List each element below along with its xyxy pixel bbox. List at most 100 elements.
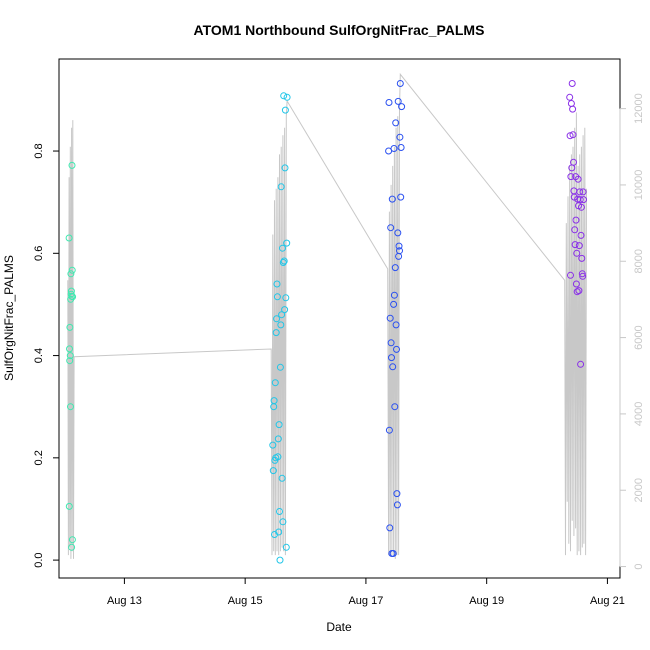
data-point — [391, 403, 399, 411]
data-point — [65, 502, 73, 510]
data-point — [271, 379, 279, 387]
data-point — [279, 244, 286, 252]
data-point — [390, 291, 398, 299]
x-axis-label: Date — [326, 620, 352, 634]
data-point — [282, 294, 290, 302]
data-point — [385, 99, 393, 106]
data-point — [283, 239, 291, 247]
data-point — [579, 188, 587, 196]
data-point — [576, 188, 584, 196]
data-point — [571, 241, 579, 249]
data-point — [277, 321, 285, 329]
data-point — [572, 280, 580, 288]
data-point — [580, 196, 587, 204]
data-point — [398, 103, 406, 111]
data-point — [280, 257, 288, 265]
data-point — [390, 145, 398, 152]
data-point — [68, 543, 76, 551]
data-point — [281, 306, 289, 314]
data-point — [68, 536, 76, 544]
x-tick-label: Aug 17 — [348, 595, 383, 607]
data-point — [388, 195, 396, 203]
data-point — [277, 183, 285, 191]
data-point — [393, 501, 401, 509]
data-point — [276, 556, 284, 564]
y2-tick-label: 4000 — [633, 402, 645, 426]
data-points — [65, 80, 587, 564]
data-point — [269, 441, 277, 449]
data-point — [390, 300, 398, 308]
data-point — [571, 226, 579, 234]
series-3 — [385, 80, 406, 557]
data-point — [394, 229, 402, 237]
data-point — [279, 518, 287, 526]
data-point — [395, 242, 403, 250]
y-tick-label: 0.0 — [33, 552, 45, 567]
data-point — [566, 93, 574, 101]
data-point — [578, 254, 586, 262]
data-point — [69, 293, 77, 301]
data-point — [387, 339, 395, 347]
data-point — [67, 403, 74, 411]
data-point — [273, 280, 281, 288]
data-point — [385, 426, 393, 434]
data-point — [575, 242, 583, 250]
x-axis: Aug 13 Aug 15 Aug 17 Aug 19 Aug 21 — [107, 577, 625, 607]
y2-tick-label: 6000 — [633, 325, 645, 349]
data-point — [66, 345, 73, 353]
data-point — [274, 435, 282, 443]
data-point — [396, 80, 404, 87]
data-point — [393, 490, 401, 498]
data-point — [567, 271, 574, 279]
plot-frame — [58, 58, 621, 579]
data-point — [392, 321, 400, 329]
data-point — [270, 397, 278, 405]
y-tick-label: 0.6 — [33, 246, 45, 261]
data-point — [281, 164, 289, 172]
data-point — [569, 131, 577, 139]
data-point — [393, 345, 400, 353]
chart-title: ATOM1 Northbound SulfOrgNitFrac_PALMS — [194, 22, 485, 38]
series-1 — [65, 161, 77, 551]
data-point — [574, 175, 582, 183]
data-point — [66, 357, 74, 365]
data-point — [397, 144, 405, 151]
data-point — [570, 158, 577, 166]
data-point — [66, 352, 74, 360]
altitude-trace — [67, 72, 587, 559]
data-point — [575, 287, 583, 295]
data-point — [276, 508, 283, 515]
altitude-line — [67, 72, 587, 559]
data-point — [573, 249, 581, 257]
data-point — [278, 474, 286, 482]
data-point — [577, 203, 585, 211]
y-axis-label: SulfOrgNitFrac_PALMS — [2, 255, 16, 381]
data-point — [569, 105, 577, 113]
data-point — [570, 193, 578, 201]
data-point — [279, 259, 287, 266]
y2-tick-label: 0 — [633, 563, 645, 569]
data-point — [272, 329, 280, 337]
data-point — [389, 550, 397, 557]
data-point — [568, 80, 576, 87]
data-point — [269, 467, 277, 475]
data-point — [283, 93, 291, 101]
data-point — [65, 234, 73, 242]
x-tick-label: Aug 19 — [469, 595, 504, 607]
y-tick-label: 0.4 — [33, 348, 45, 363]
data-point — [396, 247, 403, 255]
data-point — [394, 97, 402, 105]
data-point — [573, 288, 581, 296]
y-axis: 0.0 0.2 0.4 0.6 0.8 — [33, 143, 60, 568]
data-point — [281, 106, 289, 114]
data-point — [275, 421, 283, 429]
data-point — [275, 528, 283, 536]
data-point — [274, 453, 282, 461]
data-point — [68, 266, 76, 274]
data-point — [386, 314, 394, 322]
data-point — [66, 323, 74, 331]
series-2 — [269, 92, 291, 564]
y2-tick-label: 2000 — [633, 478, 645, 502]
y2-tick-label: 8000 — [633, 249, 645, 273]
data-point — [391, 264, 399, 272]
